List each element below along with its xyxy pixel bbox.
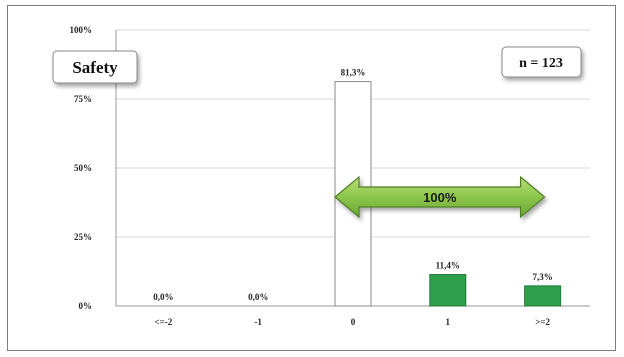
- sample-size-box: n = 123: [501, 46, 582, 78]
- data-labels: 0,0% 0,0% 81,3% 11,4% 7,3%: [153, 68, 552, 302]
- data-label-1: 0,0%: [248, 292, 268, 302]
- data-label-3: 11,4%: [436, 261, 460, 271]
- sample-size-label: n = 123: [519, 56, 563, 71]
- data-label-2: 81,3%: [341, 68, 366, 78]
- y-tick-label: 75%: [74, 94, 92, 104]
- y-tick-label: 100%: [70, 25, 93, 35]
- bar-4: [524, 285, 562, 307]
- range-arrow: 100%: [334, 175, 546, 219]
- arrow-label: 100%: [423, 190, 457, 205]
- y-tick-label: 25%: [74, 232, 92, 242]
- double-arrow-shape: [334, 175, 546, 219]
- y-tick-label: 0%: [79, 301, 93, 311]
- x-tick-label-0: <=-2: [155, 317, 173, 327]
- x-tick-label-2: 0: [351, 317, 356, 327]
- y-tick-label: 50%: [74, 163, 92, 173]
- x-tick-label-4: >=2: [535, 317, 550, 327]
- data-label-0: 0,0%: [153, 292, 173, 302]
- bar-3: [429, 274, 467, 307]
- chart-title: Safety: [72, 58, 118, 77]
- x-axis: <=-2 -1 0 1 >=2: [155, 317, 551, 327]
- x-tick-label-3: 1: [446, 317, 451, 327]
- title-box: Safety: [52, 50, 138, 84]
- x-tick-label-1: -1: [254, 317, 262, 327]
- data-label-4: 7,3%: [532, 272, 552, 282]
